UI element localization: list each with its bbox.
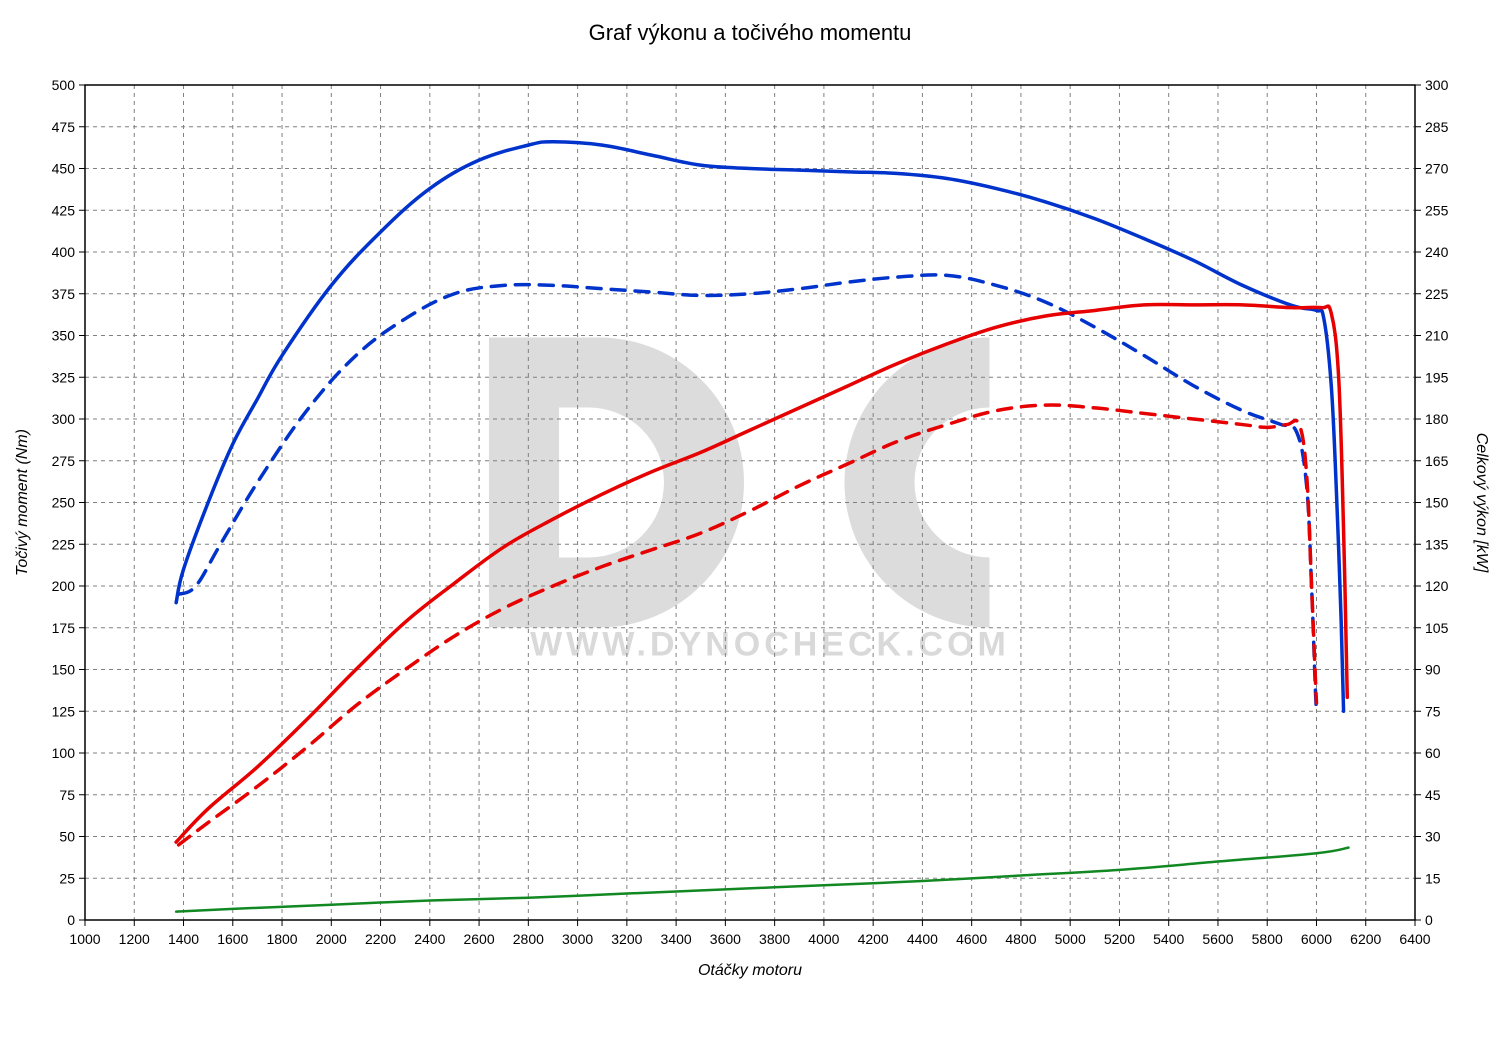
svg-text:0: 0 — [67, 912, 75, 928]
series-power_tuned — [176, 304, 1347, 842]
svg-text:2800: 2800 — [513, 931, 544, 947]
dyno-chart: WWW.DYNOCHECK.COM 1000120014001600180020… — [0, 0, 1500, 1041]
svg-text:50: 50 — [59, 829, 75, 845]
watermark: WWW.DYNOCHECK.COM — [489, 338, 1010, 664]
svg-text:6400: 6400 — [1399, 931, 1430, 947]
series-losses — [176, 848, 1348, 912]
svg-text:150: 150 — [1425, 495, 1449, 511]
svg-text:4000: 4000 — [808, 931, 839, 947]
svg-text:60: 60 — [1425, 745, 1441, 761]
svg-text:300: 300 — [52, 411, 76, 427]
chart-series — [176, 142, 1348, 912]
svg-text:135: 135 — [1425, 536, 1449, 552]
chart-labels: Graf výkonu a točivého momentu Otáčky mot… — [14, 20, 1490, 979]
svg-text:5000: 5000 — [1055, 931, 1086, 947]
svg-text:105: 105 — [1425, 620, 1449, 636]
svg-text:2600: 2600 — [463, 931, 494, 947]
svg-text:3400: 3400 — [661, 931, 692, 947]
svg-text:75: 75 — [59, 787, 75, 803]
svg-text:475: 475 — [52, 119, 76, 135]
svg-text:6200: 6200 — [1350, 931, 1381, 947]
svg-text:90: 90 — [1425, 662, 1441, 678]
svg-text:5600: 5600 — [1202, 931, 1233, 947]
svg-text:3200: 3200 — [611, 931, 642, 947]
svg-text:150: 150 — [52, 662, 76, 678]
svg-text:WWW.DYNOCHECK.COM: WWW.DYNOCHECK.COM — [530, 626, 1010, 664]
svg-text:2000: 2000 — [316, 931, 347, 947]
svg-text:300: 300 — [1425, 77, 1449, 93]
svg-text:1200: 1200 — [119, 931, 150, 947]
chart-svg: WWW.DYNOCHECK.COM 1000120014001600180020… — [0, 0, 1500, 1041]
svg-text:250: 250 — [52, 495, 76, 511]
svg-text:4200: 4200 — [858, 931, 889, 947]
svg-text:200: 200 — [52, 578, 76, 594]
svg-text:5200: 5200 — [1104, 931, 1135, 947]
svg-text:5400: 5400 — [1153, 931, 1184, 947]
svg-text:120: 120 — [1425, 578, 1449, 594]
svg-text:500: 500 — [52, 77, 76, 93]
svg-text:1400: 1400 — [168, 931, 199, 947]
svg-text:400: 400 — [52, 244, 76, 260]
svg-text:5800: 5800 — [1252, 931, 1283, 947]
svg-text:125: 125 — [52, 703, 76, 719]
svg-text:1000: 1000 — [69, 931, 100, 947]
svg-text:210: 210 — [1425, 328, 1449, 344]
svg-text:425: 425 — [52, 202, 76, 218]
svg-text:15: 15 — [1425, 870, 1441, 886]
svg-text:6000: 6000 — [1301, 931, 1332, 947]
svg-text:4800: 4800 — [1005, 931, 1036, 947]
chart-axes: 1000120014001600180020002200240026002800… — [52, 77, 1449, 947]
svg-text:270: 270 — [1425, 161, 1449, 177]
svg-text:285: 285 — [1425, 119, 1449, 135]
svg-text:1600: 1600 — [217, 931, 248, 947]
svg-text:225: 225 — [52, 536, 76, 552]
svg-text:45: 45 — [1425, 787, 1441, 803]
svg-text:4400: 4400 — [907, 931, 938, 947]
svg-text:4600: 4600 — [956, 931, 987, 947]
svg-text:30: 30 — [1425, 829, 1441, 845]
svg-text:3000: 3000 — [562, 931, 593, 947]
svg-text:350: 350 — [52, 328, 76, 344]
svg-text:100: 100 — [52, 745, 76, 761]
svg-text:240: 240 — [1425, 244, 1449, 260]
y-left-axis-label: Točivý moment (Nm) — [14, 429, 31, 576]
svg-text:375: 375 — [52, 286, 76, 302]
svg-text:165: 165 — [1425, 453, 1449, 469]
svg-text:2200: 2200 — [365, 931, 396, 947]
svg-text:3600: 3600 — [710, 931, 741, 947]
svg-text:0: 0 — [1425, 912, 1433, 928]
svg-text:325: 325 — [52, 369, 76, 385]
svg-text:1800: 1800 — [266, 931, 297, 947]
svg-text:3800: 3800 — [759, 931, 790, 947]
svg-text:180: 180 — [1425, 411, 1449, 427]
svg-text:275: 275 — [52, 453, 76, 469]
svg-text:255: 255 — [1425, 202, 1449, 218]
svg-text:25: 25 — [59, 870, 75, 886]
svg-text:225: 225 — [1425, 286, 1449, 302]
svg-text:2400: 2400 — [414, 931, 445, 947]
svg-text:75: 75 — [1425, 703, 1441, 719]
chart-title: Graf výkonu a točivého momentu — [589, 20, 912, 45]
svg-text:175: 175 — [52, 620, 76, 636]
svg-text:450: 450 — [52, 161, 76, 177]
y-right-axis-label: Celkový výkon [kW] — [1473, 433, 1490, 573]
chart-grid — [85, 85, 1415, 920]
svg-text:195: 195 — [1425, 369, 1449, 385]
x-axis-label: Otáčky motoru — [698, 962, 802, 979]
